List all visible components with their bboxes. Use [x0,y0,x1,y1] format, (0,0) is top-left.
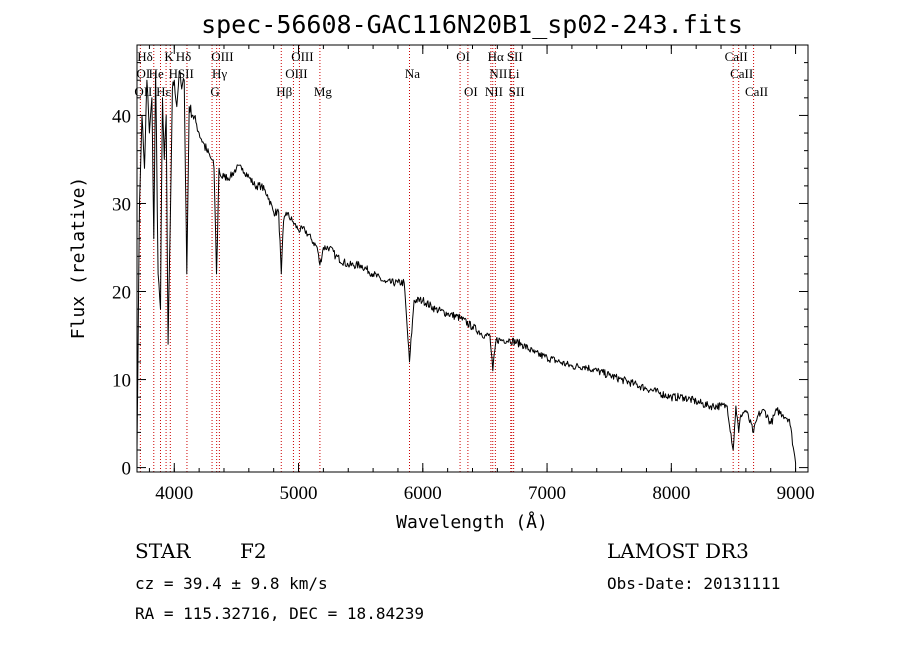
y-tick-label: 10 [112,371,131,392]
line-label: NII [485,84,503,99]
chart-title: spec-56608-GAC116N20B1_sp02-243.fits [201,10,743,39]
redshift-velocity: cz = 39.4 ± 9.8 km/s [135,574,328,593]
survey-name: LAMOST DR3 [607,539,749,563]
x-tick-label: 7000 [528,483,566,504]
x-axis-label: Wavelength (Å) [396,511,548,533]
y-tick-label: 40 [112,106,131,127]
line-label: H [169,66,178,81]
line-label: Hε [156,84,171,99]
line-label: SII [178,66,194,81]
line-label: CaII [745,84,768,99]
line-label: OI [136,66,150,81]
line-label: Hγ [212,66,227,81]
line-label: G [210,84,219,99]
x-tick-label: 9000 [777,483,815,504]
y-axis: 0 10 20 30 40 [112,62,808,480]
spectrum-line [136,70,797,464]
x-axis: 4000 5000 6000 7000 8000 9000 [148,45,815,504]
line-markers [139,45,755,472]
line-label: OIII [211,49,233,64]
line-label: Mg [314,84,333,99]
object-class: STAR [135,539,191,563]
line-label: OII [134,84,152,99]
line-label: OIII [291,49,313,64]
line-label: SII [507,49,523,64]
line-label: Li [508,66,520,81]
line-label: OI [456,49,470,64]
line-label: Hβ [276,84,292,99]
spectral-subclass: F2 [240,539,267,563]
x-tick-label: 4000 [155,483,193,504]
line-label: Hδ [137,49,153,64]
line-label: Na [405,66,420,81]
line-label: SII [509,84,525,99]
coordinates: RA = 115.32716, DEC = 18.84239 [135,604,424,623]
line-label: OI [464,84,478,99]
observation-date: Obs-Date: 20131111 [607,574,780,593]
x-tick-label: 8000 [652,483,690,504]
line-label: K [164,49,174,64]
spectrum-plot [136,70,797,464]
line-label: OIII [285,66,307,81]
x-tick-label: 6000 [404,483,442,504]
y-tick-label: 0 [122,459,132,480]
line-label: Hα [488,49,504,64]
line-label: CaII [730,66,753,81]
line-label: He [149,66,164,81]
line-label: NII [489,66,507,81]
plot-frame [136,44,809,473]
x-tick-label: 5000 [280,483,318,504]
line-label: Hδ [176,49,192,64]
line-label: CaII [725,49,748,64]
y-tick-label: 20 [112,283,131,304]
y-tick-label: 30 [112,194,131,215]
y-axis-label: Flux (relative) [68,177,89,340]
